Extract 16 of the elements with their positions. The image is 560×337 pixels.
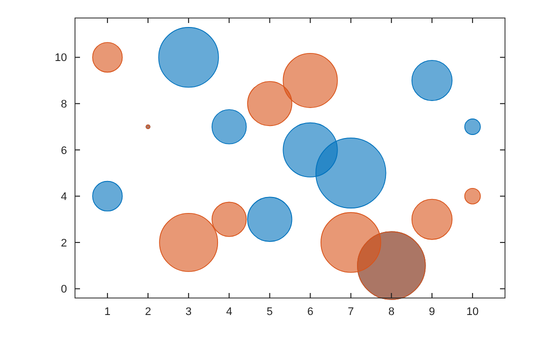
x-tick-label: 9 xyxy=(428,306,436,318)
x-tick-label: 3 xyxy=(186,306,192,318)
y-tick-label: 0 xyxy=(60,284,67,296)
x-tick-label: 10 xyxy=(466,306,479,318)
x-tick-label: 2 xyxy=(144,306,152,318)
y-tick-label: 4 xyxy=(60,191,67,204)
x-tick-label: 6 xyxy=(307,306,314,318)
x-tick-label: 8 xyxy=(388,306,394,318)
y-tick-label: 6 xyxy=(60,144,67,157)
x-tick-label: 1 xyxy=(104,306,111,318)
x-tick-label: 7 xyxy=(348,306,354,318)
y-tick-label: 10 xyxy=(54,52,67,64)
y-tick-label: 8 xyxy=(60,98,67,110)
x-tick-label: 4 xyxy=(226,306,232,318)
y-tick-label: 2 xyxy=(60,237,67,250)
x-tick-label: 5 xyxy=(266,306,273,318)
